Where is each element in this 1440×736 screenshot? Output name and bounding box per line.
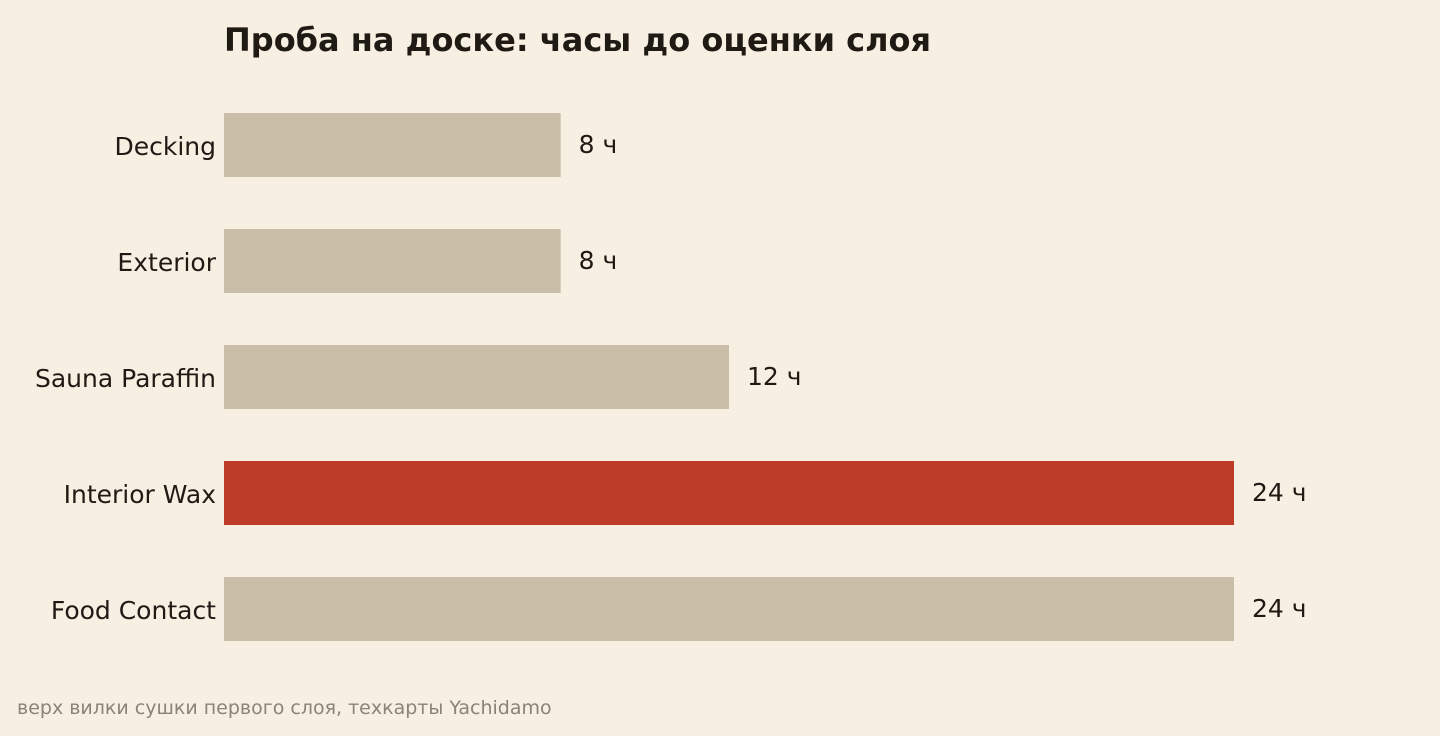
category-label: Exterior bbox=[117, 248, 216, 277]
category-label: Food Contact bbox=[51, 596, 216, 625]
bar-food-contact bbox=[224, 577, 1234, 641]
bars-layer: Decking 8 ч Exterior 8 ч Sauna Paraffin 12 ч I… bbox=[35, 113, 1307, 641]
value-label: 24 ч bbox=[1252, 594, 1307, 623]
bar-sauna-paraffin bbox=[224, 345, 729, 409]
chart-title: Проба на доске: часы до оценки слоя bbox=[224, 21, 931, 59]
bar-decking bbox=[224, 113, 561, 177]
value-label: 12 ч bbox=[747, 362, 802, 391]
chart-caption: верх вилки сушки первого слоя, техкарты … bbox=[17, 697, 552, 719]
category-label: Sauna Paraffin bbox=[35, 364, 216, 393]
value-label: 24 ч bbox=[1252, 478, 1307, 507]
value-label: 8 ч bbox=[579, 246, 618, 275]
bar-exterior bbox=[224, 229, 561, 293]
value-label: 8 ч bbox=[579, 130, 618, 159]
bar-interior-wax bbox=[224, 461, 1234, 525]
category-label: Decking bbox=[114, 132, 216, 161]
category-label: Interior Wax bbox=[64, 480, 216, 509]
